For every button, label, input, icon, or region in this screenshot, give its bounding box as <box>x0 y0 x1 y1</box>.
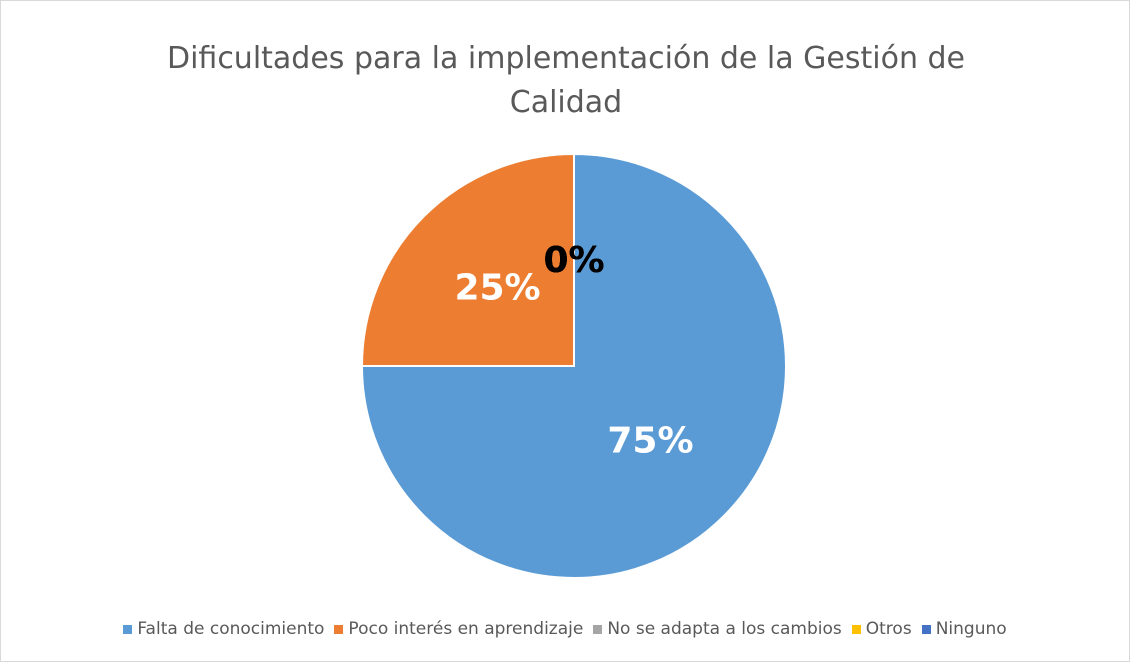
legend-swatch <box>921 624 931 634</box>
legend-item: Ninguno <box>921 619 1007 639</box>
legend-swatch <box>593 624 603 634</box>
chart-title: Dificultades para la implementación de l… <box>166 41 966 120</box>
legend-label: Ninguno <box>935 619 1007 639</box>
legend-label: Falta de conocimiento <box>137 619 325 639</box>
pie-slice <box>360 152 787 579</box>
legend-label: Otros <box>865 619 912 639</box>
legend: Falta de conocimiento Poco interés en apr… <box>1 619 1129 639</box>
legend-item: Poco interés en aprendizaje <box>334 619 583 639</box>
data-label: 0% <box>543 240 604 281</box>
legend-swatch <box>123 624 133 634</box>
data-label: 0% <box>543 240 604 281</box>
data-label: 0% <box>543 240 604 281</box>
data-label: 25% <box>454 268 540 309</box>
legend-swatch <box>851 624 861 634</box>
data-label: 75% <box>607 420 693 461</box>
legend-item: No se adapta a los cambios <box>593 619 842 639</box>
legend-label: Poco interés en aprendizaje <box>348 619 584 639</box>
legend-swatch <box>334 624 344 634</box>
legend-item: Falta de conocimiento <box>123 619 324 639</box>
legend-item: Otros <box>851 619 912 639</box>
legend-label: No se adapta a los cambios <box>607 619 842 639</box>
pie-slice <box>360 152 575 367</box>
